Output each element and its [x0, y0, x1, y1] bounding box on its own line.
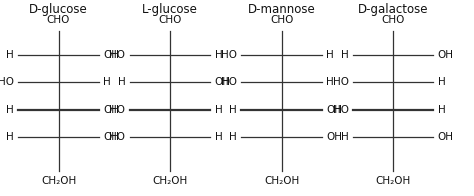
Text: HO: HO [109, 105, 126, 115]
Text: OH: OH [103, 50, 119, 60]
Text: D-galactose: D-galactose [358, 3, 428, 16]
Text: OH: OH [326, 105, 342, 115]
Text: CHO: CHO [47, 15, 70, 25]
Text: H: H [229, 105, 237, 115]
Text: H: H [103, 77, 111, 87]
Text: H: H [438, 77, 446, 87]
Text: CHO: CHO [158, 15, 182, 25]
Text: HO: HO [109, 50, 126, 60]
Text: OH: OH [438, 132, 454, 142]
Text: HO: HO [109, 132, 126, 142]
Text: CH₂OH: CH₂OH [375, 176, 411, 186]
Text: L-glucose: L-glucose [142, 3, 198, 16]
Text: HO: HO [333, 105, 348, 115]
Text: H: H [229, 132, 237, 142]
Text: H: H [326, 50, 334, 60]
Text: H: H [326, 77, 334, 87]
Text: H: H [438, 105, 446, 115]
Text: CH₂OH: CH₂OH [264, 176, 299, 186]
Text: H: H [215, 105, 222, 115]
Text: OH: OH [438, 50, 454, 60]
Text: H: H [341, 132, 348, 142]
Text: OH: OH [215, 77, 231, 87]
Text: HO: HO [333, 77, 348, 87]
Text: OH: OH [103, 132, 119, 142]
Text: H: H [6, 132, 14, 142]
Text: CHO: CHO [382, 15, 405, 25]
Text: CHO: CHO [270, 15, 293, 25]
Text: HO: HO [221, 77, 237, 87]
Text: H: H [215, 50, 222, 60]
Text: CH₂OH: CH₂OH [41, 176, 76, 186]
Text: H: H [341, 50, 348, 60]
Text: CH₂OH: CH₂OH [153, 176, 188, 186]
Text: H: H [6, 105, 14, 115]
Text: H: H [6, 50, 14, 60]
Text: HO: HO [221, 50, 237, 60]
Text: H: H [215, 132, 222, 142]
Text: D-glucose: D-glucose [29, 3, 88, 16]
Text: H: H [118, 77, 126, 87]
Text: OH: OH [103, 105, 119, 115]
Text: HO: HO [0, 77, 14, 87]
Text: D-mannose: D-mannose [248, 3, 316, 16]
Text: OH: OH [326, 132, 342, 142]
